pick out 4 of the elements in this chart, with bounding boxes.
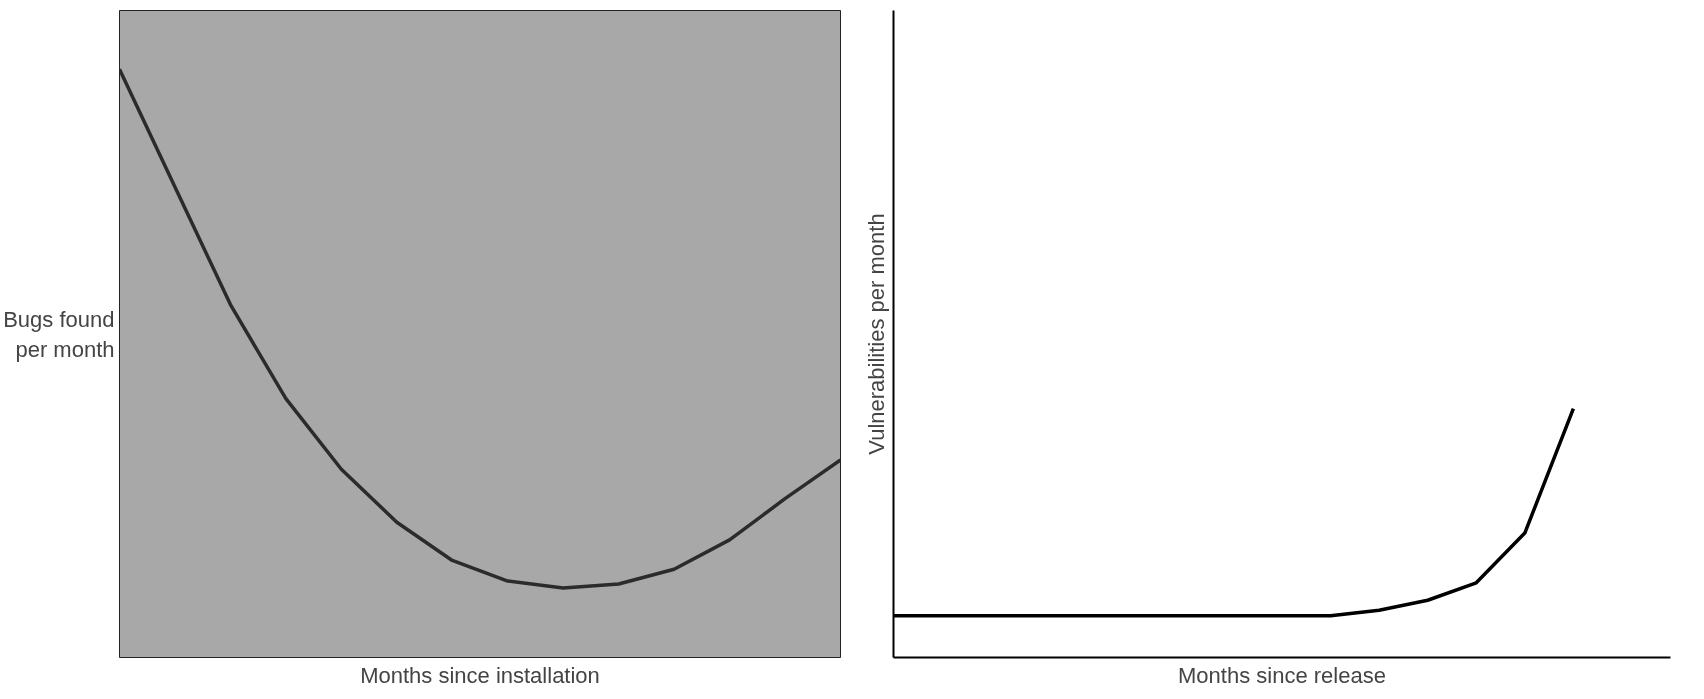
y-axis-title: Vulnerabilities per month: [863, 213, 889, 455]
x-axis-title: Months since installation: [360, 662, 600, 688]
x-axis-title: Months since release: [1178, 662, 1386, 688]
y-axis-title: Bugs found per month: [3, 306, 115, 362]
